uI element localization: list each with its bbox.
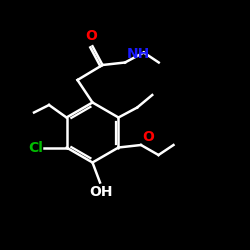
Text: O: O bbox=[142, 130, 154, 144]
Text: Cl: Cl bbox=[28, 140, 43, 154]
Text: O: O bbox=[85, 29, 97, 43]
Text: NH: NH bbox=[126, 47, 150, 61]
Text: OH: OH bbox=[90, 185, 113, 199]
